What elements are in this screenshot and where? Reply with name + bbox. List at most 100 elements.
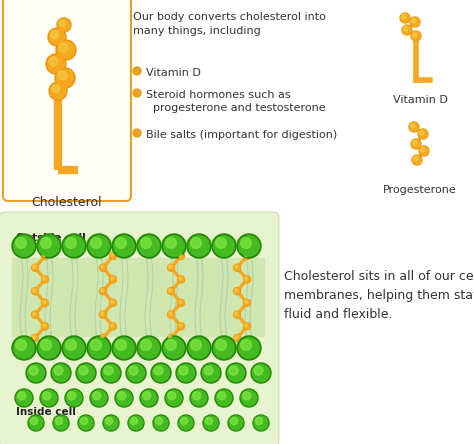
Circle shape [234, 311, 240, 318]
Circle shape [54, 366, 63, 375]
Circle shape [141, 390, 156, 406]
Circle shape [253, 365, 270, 381]
Circle shape [43, 392, 51, 400]
Circle shape [59, 20, 65, 26]
Circle shape [234, 288, 240, 294]
Circle shape [112, 234, 136, 258]
Circle shape [116, 340, 127, 350]
Circle shape [165, 340, 176, 350]
Circle shape [245, 277, 248, 280]
Circle shape [100, 264, 107, 271]
Circle shape [49, 29, 64, 45]
Circle shape [114, 338, 134, 358]
Circle shape [409, 122, 419, 132]
Circle shape [167, 334, 174, 341]
Circle shape [177, 253, 184, 259]
Circle shape [100, 335, 106, 341]
Circle shape [229, 416, 243, 430]
Circle shape [204, 366, 213, 375]
Circle shape [412, 155, 422, 165]
Circle shape [240, 389, 258, 407]
Circle shape [32, 265, 38, 271]
Circle shape [153, 365, 170, 381]
Circle shape [177, 365, 194, 381]
Circle shape [143, 392, 151, 400]
Circle shape [168, 288, 174, 294]
Circle shape [162, 234, 186, 258]
Circle shape [141, 340, 151, 350]
Circle shape [181, 417, 188, 424]
Circle shape [162, 336, 186, 360]
Circle shape [193, 392, 201, 400]
Circle shape [65, 340, 76, 350]
Circle shape [118, 392, 126, 400]
Circle shape [410, 123, 415, 128]
Circle shape [100, 288, 107, 295]
Circle shape [168, 392, 176, 400]
Circle shape [59, 43, 68, 52]
Circle shape [100, 265, 104, 269]
Circle shape [29, 366, 38, 375]
Circle shape [32, 312, 38, 317]
Circle shape [116, 390, 132, 406]
Circle shape [403, 26, 411, 34]
Circle shape [401, 14, 409, 22]
Circle shape [42, 277, 48, 282]
Circle shape [128, 415, 144, 431]
Text: Steroid hormones such as
  progesterone and testosterone: Steroid hormones such as progesterone an… [146, 90, 326, 113]
Circle shape [43, 277, 46, 280]
Bar [12, 258, 264, 336]
Circle shape [412, 140, 420, 148]
Circle shape [16, 340, 27, 350]
Circle shape [169, 312, 172, 315]
Circle shape [100, 311, 107, 318]
Circle shape [129, 366, 138, 375]
Circle shape [51, 31, 59, 39]
Circle shape [41, 390, 57, 406]
Circle shape [43, 324, 46, 327]
Circle shape [154, 416, 168, 430]
Circle shape [100, 336, 104, 339]
Circle shape [78, 415, 94, 431]
Circle shape [114, 236, 134, 256]
Circle shape [167, 311, 174, 318]
Circle shape [241, 390, 256, 406]
Circle shape [411, 139, 421, 149]
Circle shape [62, 234, 86, 258]
Circle shape [110, 324, 114, 327]
Circle shape [151, 363, 171, 383]
Circle shape [177, 323, 184, 330]
Circle shape [53, 415, 69, 431]
Circle shape [55, 68, 75, 88]
Circle shape [230, 417, 237, 424]
Circle shape [226, 363, 246, 383]
Circle shape [43, 254, 46, 257]
Circle shape [129, 416, 143, 430]
Circle shape [412, 140, 417, 145]
Circle shape [91, 238, 101, 248]
Circle shape [100, 312, 106, 317]
Circle shape [58, 71, 67, 80]
Circle shape [411, 18, 419, 26]
Circle shape [12, 234, 36, 258]
Circle shape [239, 338, 259, 358]
Circle shape [112, 336, 136, 360]
Circle shape [64, 338, 84, 358]
Circle shape [110, 301, 114, 304]
Circle shape [216, 238, 227, 248]
Circle shape [12, 336, 36, 360]
Circle shape [235, 289, 237, 292]
Circle shape [187, 336, 211, 360]
Circle shape [115, 389, 133, 407]
Circle shape [234, 335, 240, 341]
Circle shape [89, 338, 109, 358]
Circle shape [237, 336, 261, 360]
Circle shape [81, 417, 88, 424]
Circle shape [244, 277, 250, 282]
Circle shape [179, 254, 182, 257]
Circle shape [65, 238, 76, 248]
Circle shape [179, 324, 182, 327]
Circle shape [41, 238, 51, 248]
Circle shape [168, 312, 174, 317]
Circle shape [40, 389, 58, 407]
